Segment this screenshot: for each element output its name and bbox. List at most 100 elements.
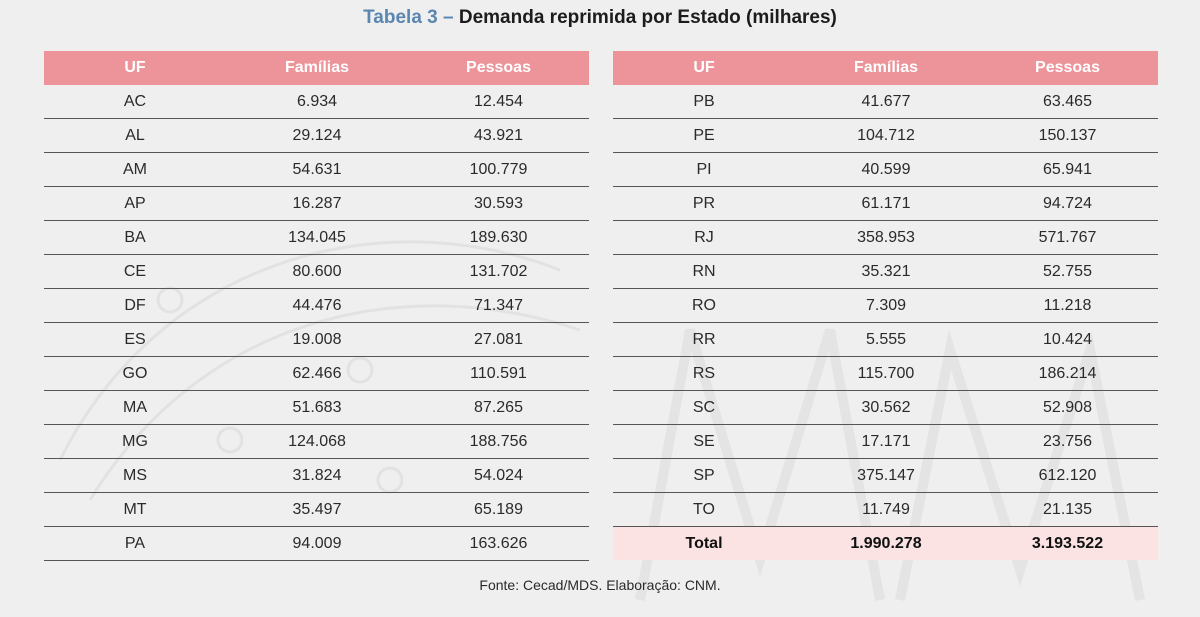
table-row: RJ 358.953 571.767 bbox=[613, 220, 1158, 255]
table-row: MA 51.683 87.265 bbox=[44, 390, 589, 425]
table-row: SC 30.562 52.908 bbox=[613, 390, 1158, 425]
cell-uf: RR bbox=[613, 322, 795, 357]
cell-familias: 7.309 bbox=[795, 288, 977, 323]
cell-familias: 6.934 bbox=[226, 85, 408, 119]
cell-pessoas: 87.265 bbox=[408, 390, 589, 425]
cell-pessoas: 10.424 bbox=[977, 322, 1158, 357]
cell-uf: BA bbox=[44, 220, 226, 255]
cell-uf: RS bbox=[613, 356, 795, 391]
total-label: Total bbox=[613, 526, 795, 560]
cell-familias: 16.287 bbox=[226, 186, 408, 221]
cell-pessoas: 131.702 bbox=[408, 254, 589, 289]
header-pessoas: Pessoas bbox=[408, 51, 589, 85]
cell-pessoas: 12.454 bbox=[408, 85, 589, 119]
cell-uf: DF bbox=[44, 288, 226, 323]
table-row: CE 80.600 131.702 bbox=[44, 254, 589, 289]
table-row: AP 16.287 30.593 bbox=[44, 186, 589, 221]
table-row: MG 124.068 188.756 bbox=[44, 424, 589, 459]
cell-pessoas: 30.593 bbox=[408, 186, 589, 221]
cell-familias: 62.466 bbox=[226, 356, 408, 391]
cell-uf: AM bbox=[44, 152, 226, 187]
cell-uf: PB bbox=[613, 85, 795, 119]
cell-uf: ES bbox=[44, 322, 226, 357]
cell-pessoas: 27.081 bbox=[408, 322, 589, 357]
cell-familias: 80.600 bbox=[226, 254, 408, 289]
cell-uf: CE bbox=[44, 254, 226, 289]
cell-pessoas: 188.756 bbox=[408, 424, 589, 459]
header-row: UF Famílias Pessoas bbox=[613, 51, 1158, 85]
cell-familias: 35.321 bbox=[795, 254, 977, 289]
header-pessoas: Pessoas bbox=[977, 51, 1158, 85]
cell-uf: SE bbox=[613, 424, 795, 459]
table-row: RS 115.700 186.214 bbox=[613, 356, 1158, 391]
cell-pessoas: 52.755 bbox=[977, 254, 1158, 289]
state-table-left: UF Famílias Pessoas AC 6.934 12.454 AL 29.12… bbox=[44, 51, 589, 561]
table-row: RO 7.309 11.218 bbox=[613, 288, 1158, 323]
table-number: Tabela 3 – bbox=[363, 7, 454, 28]
cell-pessoas: 63.465 bbox=[977, 85, 1158, 119]
cell-uf: AL bbox=[44, 118, 226, 153]
cell-familias: 17.171 bbox=[795, 424, 977, 459]
table-row: SP 375.147 612.120 bbox=[613, 458, 1158, 493]
cell-familias: 104.712 bbox=[795, 118, 977, 153]
cell-uf: PA bbox=[44, 526, 226, 561]
table-row: MS 31.824 54.024 bbox=[44, 458, 589, 493]
cell-pessoas: 52.908 bbox=[977, 390, 1158, 425]
table-row: AC 6.934 12.454 bbox=[44, 85, 589, 119]
cell-uf: PE bbox=[613, 118, 795, 153]
table-row: AL 29.124 43.921 bbox=[44, 118, 589, 153]
total-row: Total 1.990.278 3.193.522 bbox=[613, 526, 1158, 560]
table-row: AM 54.631 100.779 bbox=[44, 152, 589, 187]
cell-uf: TO bbox=[613, 492, 795, 527]
table-row: GO 62.466 110.591 bbox=[44, 356, 589, 391]
cell-familias: 29.124 bbox=[226, 118, 408, 153]
state-table-right: UF Famílias Pessoas PB 41.677 63.465 PE 104.… bbox=[613, 51, 1158, 560]
cell-pessoas: 189.630 bbox=[408, 220, 589, 255]
cell-uf: SP bbox=[613, 458, 795, 493]
cell-pessoas: 612.120 bbox=[977, 458, 1158, 493]
cell-uf: AP bbox=[44, 186, 226, 221]
source-note: Fonte: Cecad/MDS. Elaboração: CNM. bbox=[479, 577, 721, 593]
table-row: SE 17.171 23.756 bbox=[613, 424, 1158, 459]
header-row: UF Famílias Pessoas bbox=[44, 51, 589, 85]
cell-familias: 375.147 bbox=[795, 458, 977, 493]
table-row: PA 94.009 163.626 bbox=[44, 526, 589, 561]
table-row: RR 5.555 10.424 bbox=[613, 322, 1158, 357]
cell-uf: PI bbox=[613, 152, 795, 187]
cell-uf: SC bbox=[613, 390, 795, 425]
cell-familias: 61.171 bbox=[795, 186, 977, 221]
total-familias: 1.990.278 bbox=[795, 526, 977, 560]
cell-familias: 54.631 bbox=[226, 152, 408, 187]
cell-familias: 51.683 bbox=[226, 390, 408, 425]
cell-uf: RO bbox=[613, 288, 795, 323]
cell-familias: 5.555 bbox=[795, 322, 977, 357]
cell-familias: 115.700 bbox=[795, 356, 977, 391]
cell-uf: RJ bbox=[613, 220, 795, 255]
cell-pessoas: 110.591 bbox=[408, 356, 589, 391]
cell-familias: 40.599 bbox=[795, 152, 977, 187]
table-row: PE 104.712 150.137 bbox=[613, 118, 1158, 153]
cell-pessoas: 65.941 bbox=[977, 152, 1158, 187]
table-row: MT 35.497 65.189 bbox=[44, 492, 589, 527]
header-familias: Famílias bbox=[795, 51, 977, 85]
table-row: DF 44.476 71.347 bbox=[44, 288, 589, 323]
cell-familias: 44.476 bbox=[226, 288, 408, 323]
table-row: ES 19.008 27.081 bbox=[44, 322, 589, 357]
cell-familias: 35.497 bbox=[226, 492, 408, 527]
total-pessoas: 3.193.522 bbox=[977, 526, 1158, 560]
cell-pessoas: 11.218 bbox=[977, 288, 1158, 323]
cell-uf: MT bbox=[44, 492, 226, 527]
cell-pessoas: 65.189 bbox=[408, 492, 589, 527]
cell-familias: 41.677 bbox=[795, 85, 977, 119]
cell-familias: 30.562 bbox=[795, 390, 977, 425]
table-row: PR 61.171 94.724 bbox=[613, 186, 1158, 221]
cell-pessoas: 100.779 bbox=[408, 152, 589, 187]
cell-uf: MG bbox=[44, 424, 226, 459]
cell-uf: GO bbox=[44, 356, 226, 391]
table-row: BA 134.045 189.630 bbox=[44, 220, 589, 255]
cell-familias: 19.008 bbox=[226, 322, 408, 357]
header-uf: UF bbox=[613, 51, 795, 85]
table-row: RN 35.321 52.755 bbox=[613, 254, 1158, 289]
cell-pessoas: 163.626 bbox=[408, 526, 589, 561]
cell-familias: 11.749 bbox=[795, 492, 977, 527]
